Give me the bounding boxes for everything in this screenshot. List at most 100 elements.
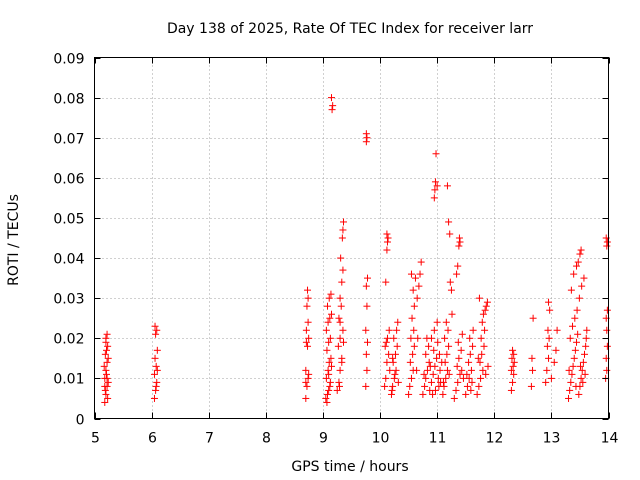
data-point — [413, 294, 421, 302]
data-point — [529, 366, 537, 374]
data-point — [441, 358, 449, 366]
data-point — [577, 374, 585, 382]
data-point — [544, 326, 552, 334]
data-point — [304, 374, 312, 382]
data-point — [103, 330, 111, 338]
data-point — [484, 362, 492, 370]
data-point — [429, 370, 437, 378]
data-point — [467, 386, 475, 394]
data-point — [340, 218, 348, 226]
data-point — [552, 346, 560, 354]
data-point — [419, 390, 427, 398]
x-tick-label: 11 — [429, 431, 447, 447]
data-point — [440, 382, 448, 390]
data-point — [383, 230, 391, 238]
data-point — [326, 314, 334, 322]
data-point — [390, 334, 398, 342]
data-point — [417, 258, 425, 266]
y-tick-label: 0.06 — [53, 172, 84, 188]
data-point — [507, 366, 515, 374]
data-point — [152, 330, 160, 338]
data-point — [338, 278, 346, 286]
data-point — [571, 314, 579, 322]
data-point — [303, 382, 311, 390]
data-point — [150, 394, 158, 402]
data-point — [102, 390, 110, 398]
data-point — [458, 330, 466, 338]
data-point — [392, 366, 400, 374]
data-point — [450, 394, 458, 402]
data-point — [603, 242, 611, 250]
data-point — [410, 302, 418, 310]
data-point — [153, 378, 161, 386]
data-point — [101, 398, 109, 406]
data-point — [328, 310, 336, 318]
data-point — [547, 374, 555, 382]
data-point — [383, 246, 391, 254]
data-point — [583, 326, 591, 334]
data-point — [337, 302, 345, 310]
data-point — [383, 238, 391, 246]
data-point — [406, 382, 414, 390]
data-point — [507, 386, 515, 394]
data-point — [463, 382, 471, 390]
data-point — [384, 234, 392, 242]
data-point — [572, 382, 580, 390]
data-point — [527, 382, 535, 390]
data-point — [431, 178, 439, 186]
data-point — [339, 266, 347, 274]
x-tick-label: 14 — [601, 431, 619, 447]
data-point — [567, 378, 575, 386]
y-tick-label: 0.03 — [53, 292, 84, 308]
data-point — [407, 270, 415, 278]
x-tick-labels: 5 6 7 8 9 10 11 12 13 14 — [91, 431, 618, 447]
chart-title: Day 138 of 2025, Rate Of TEC Index for r… — [167, 21, 533, 37]
data-point — [362, 138, 370, 146]
data-point — [104, 354, 112, 362]
data-point — [325, 370, 333, 378]
data-point — [151, 322, 159, 330]
data-point — [446, 230, 454, 238]
data-point — [304, 342, 312, 350]
data-point — [436, 366, 444, 374]
data-point — [435, 350, 443, 358]
data-point — [603, 342, 611, 350]
data-point — [445, 370, 453, 378]
data-point — [393, 326, 401, 334]
data-point — [414, 334, 422, 342]
data-point — [324, 366, 332, 374]
data-point — [581, 350, 589, 358]
data-point — [363, 338, 371, 346]
data-point — [567, 286, 575, 294]
data-point — [100, 362, 108, 370]
data-point — [325, 358, 333, 366]
data-point — [475, 294, 483, 302]
data-point — [443, 350, 451, 358]
data-point — [423, 366, 431, 374]
data-point — [568, 370, 576, 378]
data-point — [570, 270, 578, 278]
data-point — [477, 334, 485, 342]
data-point — [443, 366, 451, 374]
data-point — [394, 318, 402, 326]
data-point — [569, 322, 577, 330]
data-point — [338, 358, 346, 366]
data-point — [465, 374, 473, 382]
data-point — [433, 318, 441, 326]
data-point — [409, 286, 417, 294]
data-point — [581, 370, 589, 378]
data-point — [479, 366, 487, 374]
data-point — [553, 326, 561, 334]
data-point — [363, 366, 371, 374]
data-point — [325, 386, 333, 394]
data-point — [447, 286, 455, 294]
data-point — [303, 302, 311, 310]
data-point — [509, 378, 517, 386]
data-point — [326, 382, 334, 390]
data-point — [431, 186, 439, 194]
data-point — [322, 374, 330, 382]
data-point — [580, 274, 588, 282]
data-point — [545, 334, 553, 342]
data-point — [457, 346, 465, 354]
x-axis-label: GPS time / hours — [291, 459, 408, 475]
